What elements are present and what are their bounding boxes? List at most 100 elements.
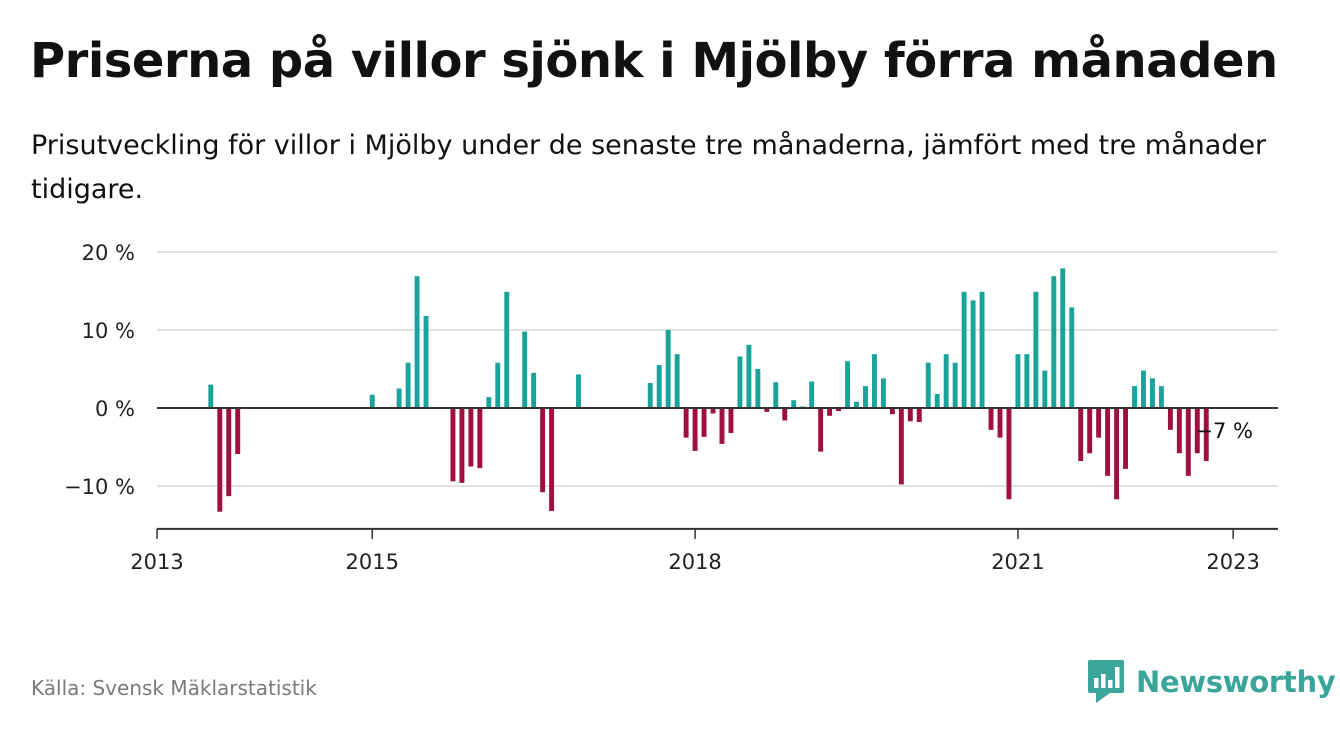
bar xyxy=(1132,386,1137,408)
bar xyxy=(863,386,868,408)
bar xyxy=(1096,408,1102,438)
bar xyxy=(916,408,922,423)
bar xyxy=(934,393,940,408)
y-tick-label: 0 % xyxy=(95,397,135,421)
bar xyxy=(854,401,859,408)
bar xyxy=(369,394,375,408)
bar xyxy=(477,408,483,469)
bar xyxy=(907,408,913,422)
bar xyxy=(925,362,931,408)
bar xyxy=(988,408,994,430)
bar xyxy=(468,408,474,467)
bar xyxy=(647,383,653,408)
bar xyxy=(952,362,958,408)
bar xyxy=(997,408,1003,438)
bar xyxy=(1158,386,1164,408)
bar xyxy=(1087,408,1093,454)
bar xyxy=(226,408,232,497)
bar xyxy=(728,408,734,433)
bar xyxy=(737,356,743,408)
bar xyxy=(818,408,824,452)
bar xyxy=(880,378,886,408)
bar xyxy=(450,408,456,482)
bar xyxy=(827,408,833,416)
bar xyxy=(943,354,949,408)
bar xyxy=(235,408,241,455)
bar xyxy=(396,388,402,408)
annotation-label: −7 % xyxy=(1195,419,1253,443)
bar xyxy=(208,384,214,408)
bar xyxy=(692,408,698,451)
bar xyxy=(549,408,555,511)
bar xyxy=(1078,408,1084,462)
bar xyxy=(1006,408,1012,500)
bar xyxy=(495,362,501,408)
y-tick-label: −10 % xyxy=(64,475,135,499)
bar xyxy=(683,408,689,438)
bar xyxy=(1123,408,1129,469)
x-tick-label: 2023 xyxy=(1206,550,1259,574)
bar xyxy=(836,408,842,412)
bar xyxy=(701,408,707,437)
bar xyxy=(845,361,850,408)
bar xyxy=(1015,354,1021,408)
bar xyxy=(809,381,815,408)
bar xyxy=(1185,408,1191,476)
bar xyxy=(674,354,680,408)
x-tick-label: 2013 xyxy=(130,550,183,574)
bar xyxy=(764,408,770,412)
bar xyxy=(871,354,877,408)
bar xyxy=(665,330,671,408)
bar xyxy=(459,408,465,483)
bar xyxy=(1051,276,1057,408)
bar xyxy=(1024,354,1030,408)
bar xyxy=(576,374,581,408)
bar xyxy=(531,372,537,408)
y-tick-label: 10 % xyxy=(82,319,135,343)
bar xyxy=(405,362,411,408)
brand-name: Newsworthy xyxy=(1136,665,1336,699)
bar xyxy=(755,369,761,408)
bar xyxy=(1203,408,1209,462)
bar xyxy=(1167,408,1173,430)
bar xyxy=(898,408,904,485)
x-tick-label: 2021 xyxy=(991,550,1044,574)
bar xyxy=(1042,370,1048,408)
x-tick-label: 2015 xyxy=(346,550,399,574)
bar xyxy=(656,365,662,408)
bar xyxy=(540,408,546,493)
bar xyxy=(746,344,752,408)
bar xyxy=(961,291,967,408)
bar xyxy=(217,408,223,512)
chart-subtitle: Prisutveckling för villor i Mjölby under… xyxy=(31,130,1267,205)
x-tick-label: 2018 xyxy=(668,550,721,574)
bar xyxy=(1194,408,1200,454)
source-note: Källa: Svensk Mäklarstatistik xyxy=(31,676,317,700)
bar xyxy=(889,408,895,415)
bar xyxy=(1069,307,1075,408)
bar xyxy=(979,291,985,408)
bar-chart-speech-bubble-icon xyxy=(1088,660,1124,703)
bar xyxy=(970,300,976,408)
bar xyxy=(710,408,716,414)
bar xyxy=(522,331,528,408)
bar xyxy=(1141,370,1146,408)
bar xyxy=(486,397,492,408)
bar xyxy=(1114,408,1120,500)
y-tick-label: 20 % xyxy=(82,241,135,265)
bar xyxy=(1033,291,1039,408)
bar xyxy=(791,400,797,408)
bar xyxy=(782,408,788,421)
chart-title: Priserna på villor sjönk i Mjölby förra … xyxy=(30,33,1278,89)
bar xyxy=(1105,408,1111,476)
bar xyxy=(1060,268,1066,408)
bar xyxy=(414,276,420,408)
bar xyxy=(423,315,429,408)
bar-chart: 20 % 10 % 0 % −10 % 2013 2015 2018 2021 2023 −7 % xyxy=(64,241,1278,574)
bar xyxy=(504,291,510,408)
bar xyxy=(1176,408,1182,454)
bar xyxy=(719,408,725,444)
bar xyxy=(773,382,779,408)
brand-logo: Newsworthy xyxy=(1088,660,1336,704)
bar xyxy=(1149,378,1155,408)
